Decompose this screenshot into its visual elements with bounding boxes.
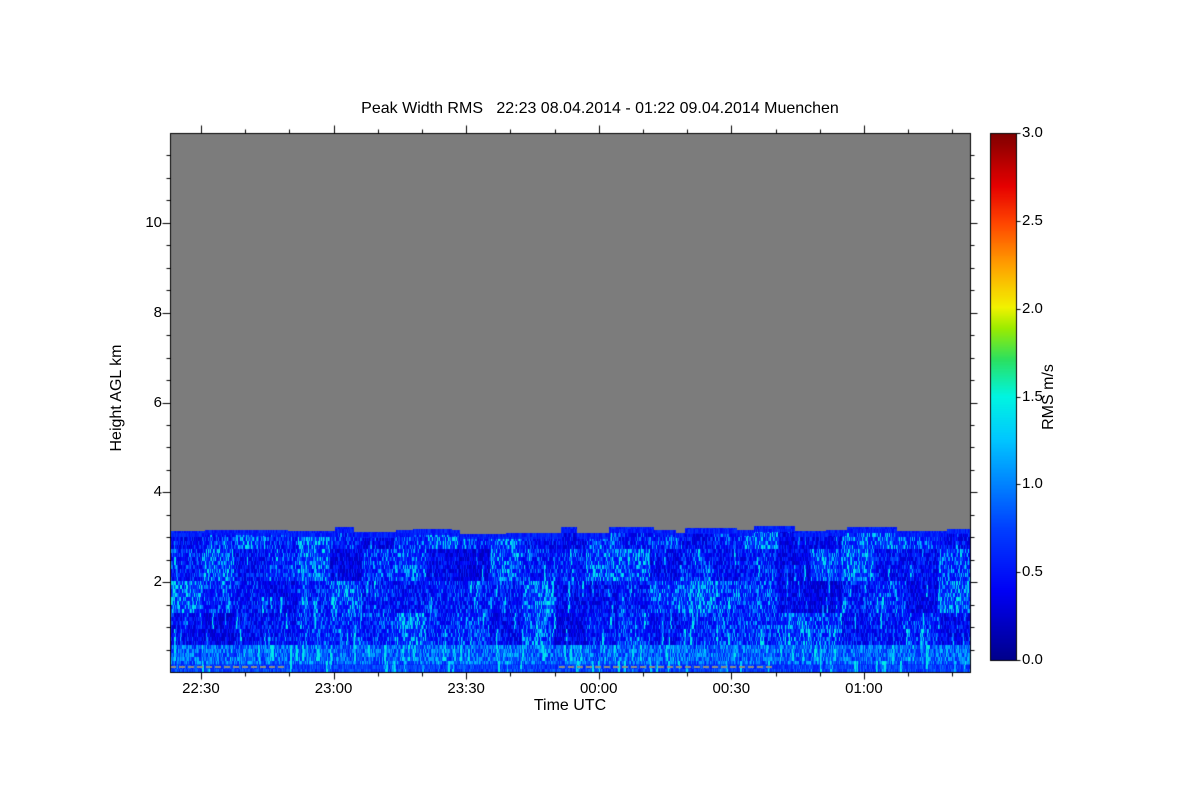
y-tick-label: 8 bbox=[153, 303, 162, 321]
colorbar-tick-label: 1.0 bbox=[1022, 475, 1043, 493]
colorbar-tick-label: 3.0 bbox=[1022, 124, 1043, 141]
y-tick-label: 10 bbox=[145, 213, 162, 231]
y-tick-label: 2 bbox=[153, 573, 162, 591]
x-tick-label: 00:30 bbox=[712, 680, 751, 697]
x-tick-label: 23:30 bbox=[447, 680, 485, 697]
x-tick-label: 22:30 bbox=[182, 680, 220, 697]
colorbar-tick-label: 1.5 bbox=[1022, 387, 1043, 405]
x-tick-label: 01:00 bbox=[845, 680, 883, 697]
colorbar-tick-label: 0.5 bbox=[1022, 563, 1043, 581]
x-tick-label: 00:00 bbox=[579, 680, 618, 697]
y-tick-label: 4 bbox=[153, 483, 162, 501]
x-axis-title: Time UTC bbox=[533, 697, 607, 714]
y-tick-label: 6 bbox=[153, 393, 162, 411]
colorbar-tick-label: 2.0 bbox=[1022, 299, 1043, 317]
colorbar-tick-label: 2.5 bbox=[1022, 211, 1043, 229]
x-tick-label: 23:00 bbox=[314, 680, 353, 697]
colorbar-tick-label: 0.0 bbox=[1022, 651, 1043, 668]
chart-title: Peak Width RMS 22:23 08.04.2014 - 01:22 … bbox=[361, 100, 839, 117]
